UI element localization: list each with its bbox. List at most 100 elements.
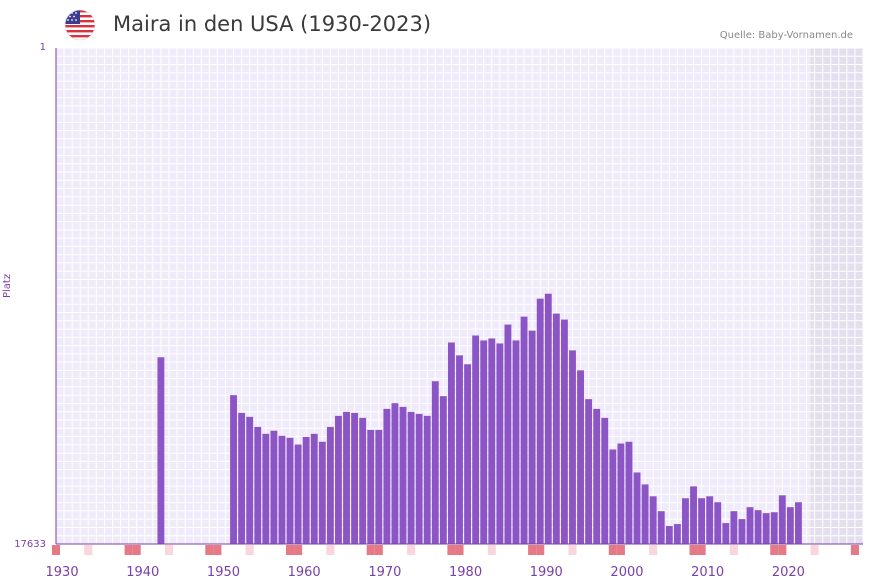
x-tick-1990: 1990	[530, 565, 563, 580]
x-tick-2000: 2000	[610, 565, 643, 580]
bar-1961	[310, 433, 318, 544]
bar-1942	[157, 357, 165, 544]
bar-2019	[778, 495, 786, 544]
bar-1964	[335, 415, 342, 544]
bar-1993	[569, 350, 576, 544]
mid-decade-marker-1993	[568, 545, 577, 555]
bar-1954	[254, 426, 262, 544]
bar-1982	[480, 340, 488, 544]
bar-2009	[698, 498, 706, 544]
bar-1963	[326, 426, 334, 544]
decade-marker-2009	[697, 545, 706, 555]
mid-decade-marker-1983	[487, 545, 496, 555]
bar-2014	[738, 519, 746, 544]
decade-marker-1989	[536, 545, 545, 555]
decade-marker-2028	[850, 545, 859, 555]
bar-1996	[593, 408, 601, 544]
bar-1976	[431, 381, 439, 544]
bar-2013	[730, 511, 738, 544]
bar-1997	[601, 417, 609, 544]
decade-marker-1948	[205, 545, 214, 555]
bar-1965	[343, 411, 350, 544]
bar-1968	[367, 429, 375, 544]
bar-1970	[383, 408, 391, 544]
decade-marker-2008	[689, 545, 698, 555]
bar-1971	[391, 403, 399, 544]
mid-decade-marker-2003	[649, 545, 658, 555]
bar-1953	[246, 416, 254, 544]
x-tick-2020: 2020	[772, 565, 805, 580]
decade-marker-2019	[778, 545, 787, 555]
bar-1979	[456, 355, 463, 544]
bar-2016	[754, 510, 762, 544]
decade-marker-1959	[294, 545, 303, 555]
bar-1952	[238, 412, 246, 544]
y-tick-top: 1	[39, 42, 46, 53]
bar-2008	[690, 486, 697, 544]
bar-1977	[439, 396, 447, 544]
bar-series	[157, 293, 802, 544]
bar-1966	[351, 412, 359, 544]
decade-marker-1998	[608, 545, 617, 555]
bar-1974	[415, 413, 423, 544]
bar-2000	[625, 441, 633, 544]
mid-decade-marker-1943	[164, 545, 174, 555]
source-label: Quelle: Baby-Vornamen.de	[719, 30, 853, 41]
bar-1972	[399, 406, 407, 544]
bar-1983	[488, 338, 496, 544]
bar-1962	[318, 441, 326, 544]
bar-2021	[795, 502, 802, 544]
mid-decade-marker-2013	[729, 545, 738, 555]
chart-title: Maira in den USA (1930-2023)	[113, 12, 432, 36]
bar-1989	[536, 298, 544, 544]
bar-2005	[665, 526, 673, 544]
bar-1980	[464, 364, 472, 544]
bar-2010	[706, 496, 714, 544]
decade-marker-1929	[51, 545, 61, 555]
decade-marker-1999	[616, 545, 625, 555]
bar-1978	[447, 342, 455, 544]
bar-1967	[359, 417, 367, 544]
bar-1985	[504, 324, 512, 544]
bar-1981	[472, 335, 480, 544]
bar-1988	[528, 330, 536, 544]
bar-2012	[722, 523, 730, 544]
bar-1957	[278, 435, 286, 544]
bar-2003	[649, 496, 657, 544]
bar-1973	[407, 411, 415, 544]
mid-decade-marker-1953	[245, 545, 254, 555]
bar-1999	[617, 443, 625, 544]
x-tick-1970: 1970	[368, 565, 401, 580]
mid-decade-marker-1933	[84, 545, 93, 555]
x-tick-1980: 1980	[449, 565, 482, 580]
bar-1959	[294, 444, 302, 544]
bar-2018	[770, 512, 778, 544]
bar-2004	[657, 511, 665, 544]
bar-1958	[286, 437, 294, 544]
decade-marker-1968	[366, 545, 375, 555]
bar-1995	[585, 399, 593, 544]
bar-2017	[762, 513, 770, 544]
bar-2011	[714, 502, 722, 544]
x-tick-1950: 1950	[207, 565, 240, 580]
bar-2001	[633, 472, 641, 544]
bar-1992	[560, 319, 568, 544]
bar-1956	[270, 430, 278, 544]
x-tick-1940: 1940	[126, 565, 159, 580]
bar-1955	[262, 433, 270, 544]
mid-decade-marker-1973	[407, 545, 416, 555]
bar-2015	[746, 507, 754, 544]
us-flag-icon	[64, 9, 96, 41]
bar-1951	[230, 395, 237, 544]
decade-marker-1988	[528, 545, 537, 555]
x-tick-labels: 1930 1940 1950 1960 1970 1980 1990 2000 2010 2020	[46, 565, 805, 580]
bar-1990	[544, 293, 552, 544]
bar-1986	[512, 340, 520, 544]
bar-1975	[423, 415, 431, 544]
mid-decade-marker-2023	[810, 545, 819, 555]
bar-1969	[375, 429, 383, 544]
decade-marker-1978	[447, 545, 456, 555]
bar-1960	[302, 436, 310, 544]
mid-decade-marker-1963	[326, 545, 335, 555]
decade-marker-1949	[213, 545, 222, 555]
